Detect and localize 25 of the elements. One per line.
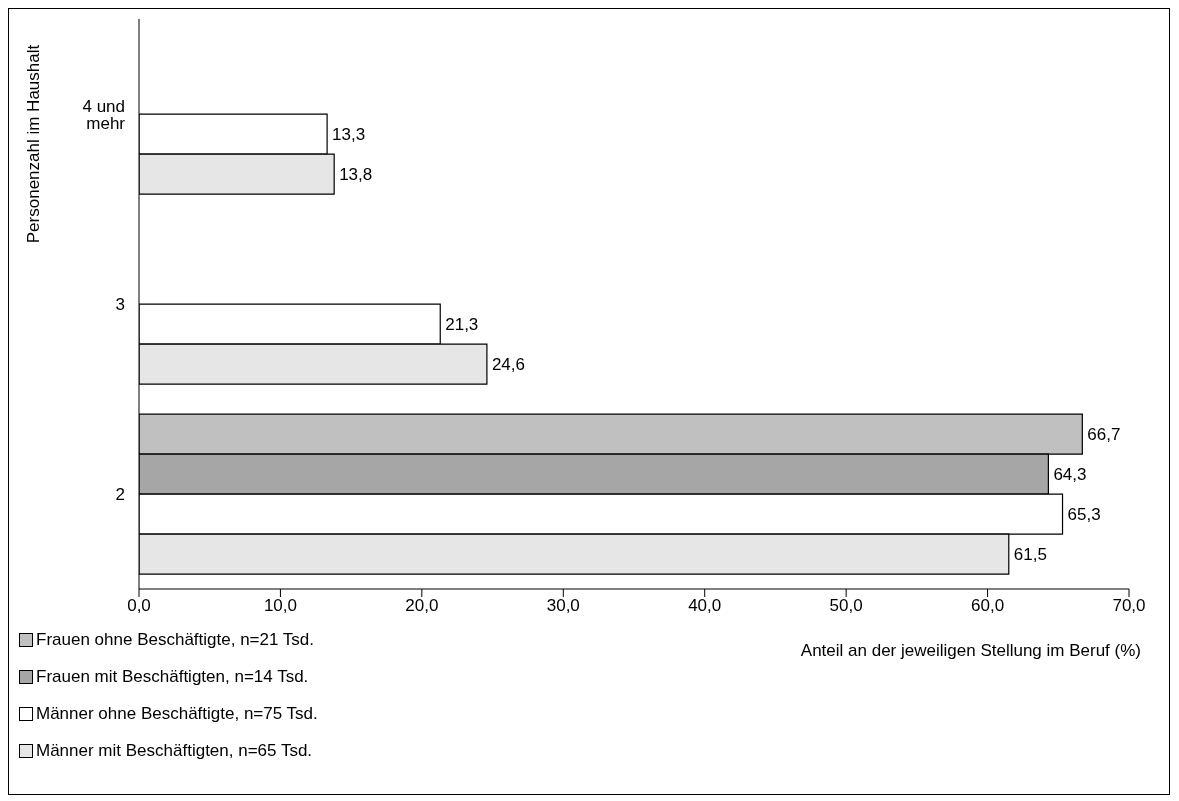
x-tick-label: 20,0 <box>405 596 439 616</box>
y-tick-label: 3 <box>115 295 125 315</box>
legend-label: Männer ohne Beschäftigte, n=75 Tsd. <box>36 703 318 724</box>
y-tick-label: 4 und mehr <box>82 96 126 133</box>
x-tick-label: 10,0 <box>263 596 297 616</box>
legend-label: Männer mit Beschäftigten, n=65 Tsd. <box>36 740 313 761</box>
data-label: 24,6 <box>491 355 526 375</box>
x-axis-title: Anteil an der jeweiligen Stellung im Beruf (%) <box>800 641 1141 661</box>
data-label: 64,3 <box>1053 465 1087 485</box>
x-tick-label: 70,0 <box>1112 596 1146 616</box>
legend-label: Frauen mit Beschäftigten, n=14 Tsd. <box>36 666 309 687</box>
data-label: 65,3 <box>1067 505 1101 525</box>
data-label: 61,5 <box>1013 545 1047 565</box>
y-axis-title: Personenzahl im Haushalt <box>24 44 44 244</box>
x-tick-label: 60,0 <box>971 596 1005 616</box>
data-label: 21,3 <box>445 315 479 335</box>
legend-label: Frauen ohne Beschäftigte, n=21 Tsd. <box>36 629 315 650</box>
data-label: 13,3 <box>332 125 366 145</box>
x-tick-label: 0,0 <box>127 596 151 616</box>
x-tick-label: 40,0 <box>688 596 722 616</box>
x-tick-label: 30,0 <box>546 596 580 616</box>
data-label: 13,8 <box>339 165 373 185</box>
y-tick-label: 2 <box>115 485 125 505</box>
x-tick-label: 50,0 <box>829 596 863 616</box>
data-label: 66,7 <box>1087 425 1121 445</box>
